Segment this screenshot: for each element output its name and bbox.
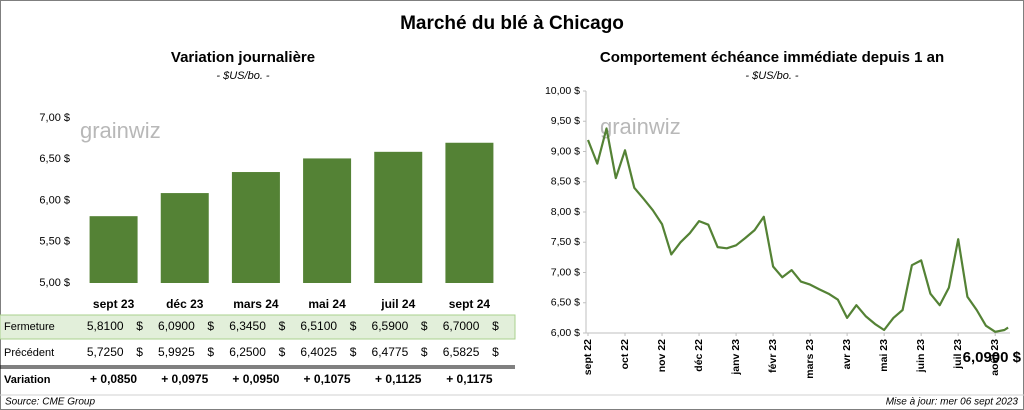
bar [89,216,138,283]
cell-value: 5,8100 [87,319,124,333]
x-tick-label: déc 23 [166,297,204,311]
x-tick-label: juin 23 [915,339,927,373]
bar-subtitle: - $US/bo. - [216,70,270,82]
y-tick-label: 9,00 $ [551,145,580,157]
line [586,127,1009,333]
row-label: Fermeture [4,321,55,333]
bar [231,172,280,283]
cell-value: 6,3450 [229,319,266,333]
cell-unit: $ [136,345,143,359]
cell-value: 6,0900 [158,319,195,333]
x-tick-label: avr 23 [841,339,853,370]
cell-value: + 0,1125 [375,372,422,386]
cell-value: + 0,1075 [304,372,351,386]
bar [160,193,209,283]
bar [445,142,494,283]
cell-unit: $ [207,319,214,333]
cell-value: 5,9925 [158,345,195,359]
cell-unit: $ [350,345,357,359]
updated: Mise à jour: mer 06 sept 2023 [886,397,1019,408]
x-tick-label: mars 24 [233,297,279,311]
y-tick-label: 9,50 $ [551,115,580,127]
cell-value: + 0,0950 [232,372,279,386]
row-highlight [0,314,516,340]
x-tick-label: déc 22 [693,339,705,372]
y-tick-label: 8,00 $ [551,206,580,218]
cell-unit: $ [279,345,286,359]
bar [374,151,423,283]
cell-unit: $ [350,319,357,333]
last-value: 6,0900 $ [963,349,1022,366]
x-tick-label: sept 24 [449,297,491,311]
cell-unit: $ [207,345,214,359]
watermark: grainwiz [600,114,681,139]
x-tick-label: mai 23 [878,339,890,372]
y-tick-label: 7,00 $ [39,112,70,124]
source: Source: CME Group [5,397,95,408]
cell-unit: $ [421,345,428,359]
x-tick-label: janv 23 [730,339,742,376]
cell-value: + 0,0850 [90,372,137,386]
x-tick-label: févr 23 [767,339,779,373]
x-tick-label: nov 22 [656,339,668,372]
cell-unit: $ [492,345,499,359]
y-tick-label: 5,00 $ [39,277,70,289]
line-subtitle: - $US/bo. - [745,70,799,82]
row-label: Variation [4,374,51,386]
cell-value: + 0,1175 [446,372,493,386]
cell-value: 5,7250 [87,345,124,359]
y-tick-label: 7,50 $ [551,236,580,248]
bar-title: Variation journalière [171,49,315,66]
y-tick-label: 6,50 $ [39,153,70,165]
x-tick-label: août 23 [989,339,1001,376]
cell-value: 6,4025 [300,345,337,359]
y-tick-label: 7,00 $ [551,266,580,278]
cell-unit: $ [136,319,143,333]
y-tick-label: 10,00 $ [545,85,580,97]
bar [303,158,352,283]
cell-unit: $ [492,319,499,333]
x-tick-label: mai 24 [308,297,346,311]
y-tick-label: 6,00 $ [39,194,70,206]
y-tick-label: 6,50 $ [551,297,580,309]
row-label: Précédent [4,347,54,359]
y-tick-label: 5,50 $ [39,236,70,248]
cell-value: 6,5100 [300,319,337,333]
cell-value: 6,5900 [372,319,409,333]
cell-value: + 0,0975 [161,372,208,386]
cell-unit: $ [421,319,428,333]
cell-value: 6,5825 [443,345,480,359]
x-tick-label: sept 23 [93,297,135,311]
cell-unit: $ [279,319,286,333]
x-tick-label: juil 24 [380,297,415,311]
x-tick-label: sept 22 [582,339,594,375]
cell-value: 6,2500 [229,345,266,359]
cell-value: 6,4775 [372,345,409,359]
y-tick-label: 6,00 $ [551,327,580,339]
x-tick-label: juil 23 [952,339,964,370]
x-tick-label: oct 22 [619,339,631,370]
x-tick-label: mars 23 [804,339,816,379]
cell-value: 6,7000 [443,319,480,333]
y-tick-label: 8,50 $ [551,176,580,188]
line-title: Comportement échéance immédiate depuis 1… [600,49,944,66]
main-title: Marché du blé à Chicago [400,13,624,34]
watermark: grainwiz [80,118,161,143]
